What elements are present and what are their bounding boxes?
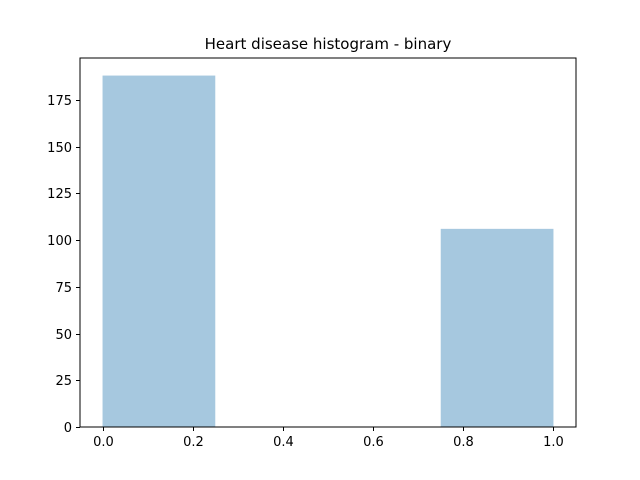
x-tick-label: 0.0 <box>93 435 114 450</box>
y-tick-label: 0 <box>64 421 72 436</box>
x-tick-label: 0.6 <box>363 435 384 450</box>
y-tick-label: 50 <box>55 328 72 343</box>
bars-group <box>102 75 554 427</box>
histogram-bar <box>102 75 216 427</box>
x-tick-label: 0.2 <box>183 435 204 450</box>
y-tick-label: 125 <box>47 187 72 202</box>
chart-title: Heart disease histogram - binary <box>205 35 452 53</box>
x-tick-label: 1.0 <box>543 435 564 450</box>
x-axis: 0.0 0.2 0.4 0.6 0.8 1.0 <box>93 427 564 450</box>
y-axis: 0 25 50 75 100 125 150 175 <box>47 94 80 436</box>
y-tick-label: 75 <box>55 281 72 296</box>
y-tick-label: 175 <box>47 94 72 109</box>
y-tick-label: 100 <box>47 234 72 249</box>
y-tick-label: 25 <box>55 374 72 389</box>
y-tick-label: 150 <box>47 141 72 156</box>
x-tick-label: 0.8 <box>453 435 474 450</box>
histogram-bar <box>440 228 554 427</box>
x-tick-label: 0.4 <box>273 435 294 450</box>
plot-frame <box>79 57 577 428</box>
